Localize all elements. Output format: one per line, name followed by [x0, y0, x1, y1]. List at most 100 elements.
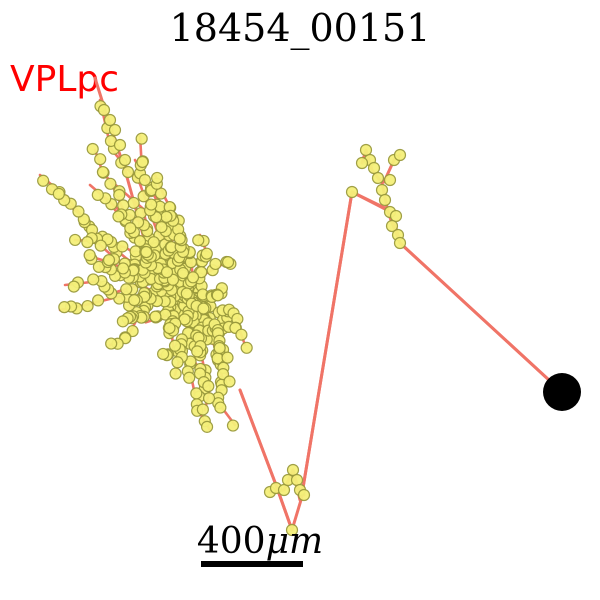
- bouton-markers: [37, 100, 407, 537]
- bouton: [83, 249, 96, 262]
- bouton: [171, 356, 184, 369]
- bouton: [277, 483, 291, 497]
- bouton: [120, 283, 133, 296]
- bouton: [94, 239, 107, 252]
- bouton: [136, 155, 149, 169]
- bouton: [116, 315, 129, 328]
- bouton: [127, 196, 140, 210]
- bouton: [68, 233, 82, 247]
- axon-segment: [350, 190, 387, 210]
- bouton: [52, 187, 65, 200]
- scale-bar-unit: μm: [266, 521, 324, 562]
- bouton: [113, 188, 126, 202]
- bouton: [221, 351, 234, 364]
- bouton: [140, 245, 153, 259]
- bouton: [81, 236, 94, 249]
- bouton: [157, 347, 170, 361]
- bouton: [211, 289, 224, 302]
- bouton: [102, 253, 116, 267]
- bouton: [135, 132, 148, 145]
- bouton: [149, 310, 162, 323]
- bouton: [169, 367, 182, 380]
- bouton: [128, 294, 141, 307]
- bouton: [113, 138, 127, 152]
- bouton: [124, 221, 137, 235]
- bouton: [221, 256, 235, 269]
- bouton: [371, 171, 385, 185]
- bouton: [359, 143, 373, 157]
- bouton: [214, 401, 227, 414]
- bouton: [121, 165, 135, 179]
- bouton: [213, 341, 226, 355]
- bouton: [378, 193, 392, 207]
- bouton: [202, 380, 215, 393]
- bouton: [192, 234, 205, 247]
- bouton: [91, 188, 104, 201]
- bouton: [133, 235, 147, 248]
- bouton: [290, 473, 304, 487]
- bouton: [163, 321, 176, 335]
- axon-segment: [299, 190, 354, 502]
- bouton: [105, 337, 118, 350]
- bouton: [190, 387, 203, 400]
- bouton: [196, 403, 209, 416]
- bouton: [375, 183, 389, 197]
- bouton: [116, 262, 130, 275]
- bouton: [383, 173, 397, 187]
- bouton: [155, 221, 168, 234]
- bouton: [116, 240, 129, 253]
- bouton: [72, 205, 85, 218]
- bouton: [160, 210, 173, 223]
- bouton: [138, 173, 152, 187]
- bouton: [58, 301, 71, 314]
- bouton: [147, 236, 160, 249]
- scale-bar: 400μm: [197, 521, 323, 567]
- bouton: [87, 273, 100, 286]
- bouton: [103, 113, 117, 127]
- bouton: [285, 523, 299, 537]
- bouton: [345, 185, 359, 199]
- bouton: [355, 156, 369, 170]
- bouton: [81, 299, 94, 313]
- axon-segment: [238, 388, 294, 532]
- bouton: [197, 302, 210, 315]
- bouton: [286, 463, 300, 477]
- bouton: [176, 266, 190, 280]
- bouton: [180, 287, 193, 300]
- bouton: [393, 236, 407, 250]
- bouton: [240, 341, 253, 354]
- bouton: [108, 123, 122, 137]
- scale-bar-value: 400: [197, 521, 266, 562]
- bouton: [173, 232, 186, 245]
- bouton: [112, 210, 125, 223]
- bouton: [67, 280, 80, 293]
- bouton: [92, 294, 105, 307]
- bouton: [94, 153, 107, 166]
- bouton: [389, 209, 403, 223]
- bouton: [226, 419, 240, 432]
- bouton: [200, 247, 213, 260]
- bouton: [393, 148, 407, 162]
- bouton: [37, 174, 50, 187]
- scale-bar-label: 400μm: [197, 521, 323, 562]
- bouton: [186, 271, 200, 284]
- bouton: [145, 198, 158, 211]
- bouton: [202, 392, 216, 405]
- bouton: [191, 345, 204, 358]
- bouton: [104, 177, 117, 190]
- bouton: [200, 420, 214, 433]
- bouton: [86, 142, 99, 156]
- region-label: VPLpc: [10, 59, 119, 100]
- bouton: [97, 103, 111, 117]
- bouton: [96, 165, 110, 179]
- bouton: [297, 488, 311, 502]
- bouton: [168, 339, 182, 352]
- axon-segment: [398, 241, 564, 394]
- bouton: [235, 328, 248, 341]
- bouton: [160, 266, 174, 279]
- bouton: [183, 371, 196, 384]
- bouton: [367, 161, 381, 175]
- figure-title: 18454_00151: [170, 6, 431, 51]
- bouton: [209, 257, 222, 271]
